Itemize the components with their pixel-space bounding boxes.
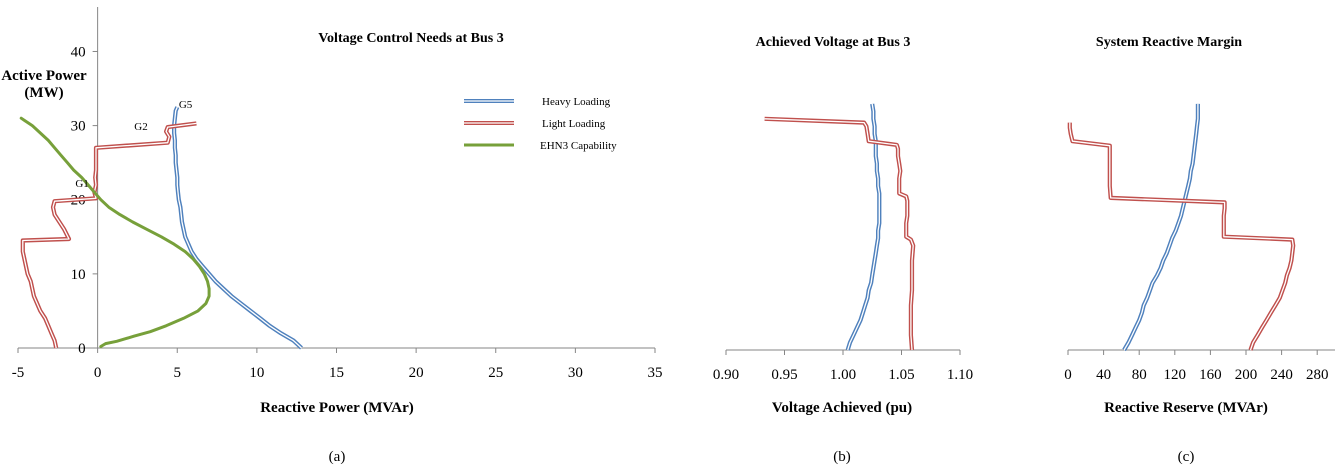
- panel-c-x-tick-label: 80: [1132, 367, 1147, 383]
- annotation-g1: G1: [75, 178, 88, 190]
- legend: Heavy Loading Light Loading EHN3 Capabil…: [464, 96, 617, 152]
- panel-b-x-tick-label: 1.05: [888, 367, 914, 383]
- series-line-light-loading: [20, 121, 197, 349]
- series-line-core-light-loading: [1069, 122, 1294, 351]
- panel-b-series-heavy-loading: [845, 103, 882, 351]
- panel-a-x-tick-label: 0: [94, 365, 102, 381]
- panel-b-chart: Achieved Voltage at Bus 3 Voltage Achiev…: [713, 35, 973, 465]
- series-line-light-loading: [1067, 122, 1296, 351]
- panel-a-series: [19, 106, 303, 350]
- panel-c-x-tick-label: 200: [1235, 367, 1258, 383]
- panel-c-axes: 0 40 80 120 160 200 240 280: [1064, 349, 1335, 383]
- panel-a-x-tick-label: 30: [568, 365, 583, 381]
- legend-label-heavy-loading: Heavy Loading: [542, 96, 611, 108]
- panel-c-x-tick-label: 280: [1306, 367, 1329, 383]
- panel-c-chart: System Reactive Margin Reactive Reserve …: [1064, 35, 1335, 465]
- series-line-core-light-loading: [764, 118, 914, 351]
- series-line-heavy-loading: [1122, 103, 1200, 352]
- panel-b-axes: 0.90 0.95 1.00 1.05 1.10: [713, 349, 973, 383]
- panel-c-x-tick-label: 240: [1270, 367, 1293, 383]
- series-line-light-loading: [764, 116, 916, 351]
- panel-a-x-tick-label: -5: [12, 365, 25, 381]
- panel-b-x-tick-label: 1.00: [830, 367, 856, 383]
- series-line-ehn3-capability: [19, 116, 211, 348]
- panel-c-xlabel: Reactive Reserve (MVAr): [1104, 400, 1268, 416]
- panel-c-series-heavy-loading: [1122, 103, 1200, 352]
- panel-a-x-tick-label: 10: [249, 365, 264, 381]
- panel-a-title: Voltage Control Needs at Bus 3: [318, 31, 504, 46]
- panel-b-x-tick-label: 0.90: [713, 367, 739, 383]
- panel-a-y-tick-label: 40: [71, 44, 86, 60]
- panel-a-x-tick-label: 20: [409, 365, 424, 381]
- panel-a-x-tick-label: 5: [174, 365, 182, 381]
- panel-a-series-heavy-loading: [172, 106, 303, 350]
- panel-c-x-tick-label: 160: [1199, 367, 1222, 383]
- series-line-core-heavy-loading: [1123, 103, 1199, 351]
- panel-a-ylabel-line1: Active Power: [1, 68, 87, 84]
- panel-c-caption: (c): [1178, 449, 1195, 465]
- series-line-core-heavy-loading: [173, 106, 302, 349]
- panel-c-series-light-loading: [1067, 122, 1296, 351]
- panel-b-x-tick-label: 1.10: [947, 367, 973, 383]
- panel-a-xlabel: Reactive Power (MVAr): [260, 400, 414, 416]
- legend-label-ehn3-capability: EHN3 Capability: [540, 140, 617, 152]
- panel-a-x-tick-label: 35: [648, 365, 663, 381]
- panel-a-x-tick-label: 25: [488, 365, 503, 381]
- panel-b-xlabel: Voltage Achieved (pu): [772, 400, 912, 416]
- panel-a-ylabel-line2: (MW): [24, 85, 63, 101]
- panel-a-chart: Voltage Control Needs at Bus 3 Active Po…: [1, 7, 663, 465]
- panel-c-title: System Reactive Margin: [1096, 35, 1242, 50]
- panel-a-x-tick-label: 15: [329, 365, 344, 381]
- panel-c-x-tick-label: 0: [1064, 367, 1072, 383]
- panel-b-caption: (b): [833, 449, 851, 465]
- annotation-g5: G5: [179, 99, 193, 111]
- panel-a-y-tick-label: 30: [71, 119, 86, 135]
- panel-c-x-tick-label: 40: [1096, 367, 1111, 383]
- panel-b-series: [764, 103, 916, 351]
- panel-a-series-ehn3-capability: [19, 116, 211, 348]
- series-line-core-light-loading: [22, 122, 197, 349]
- legend-label-light-loading: Light Loading: [542, 118, 606, 130]
- panel-a-y-tick-label: 10: [71, 267, 86, 283]
- panel-a-series-light-loading: [20, 121, 197, 349]
- panel-c-x-tick-label: 120: [1164, 367, 1187, 383]
- series-line-core-heavy-loading: [847, 103, 880, 351]
- panel-a-caption: (a): [329, 449, 346, 465]
- panel-a-y-tick-label: 0: [78, 341, 86, 357]
- panel-b-x-tick-label: 0.95: [771, 367, 797, 383]
- panel-b-title: Achieved Voltage at Bus 3: [756, 35, 911, 50]
- annotation-g2: G2: [134, 121, 147, 133]
- panel-b-series-light-loading: [764, 116, 916, 351]
- panel-c-series: [1067, 103, 1296, 352]
- panel-a-annotations: G5 G2 G1: [75, 99, 192, 190]
